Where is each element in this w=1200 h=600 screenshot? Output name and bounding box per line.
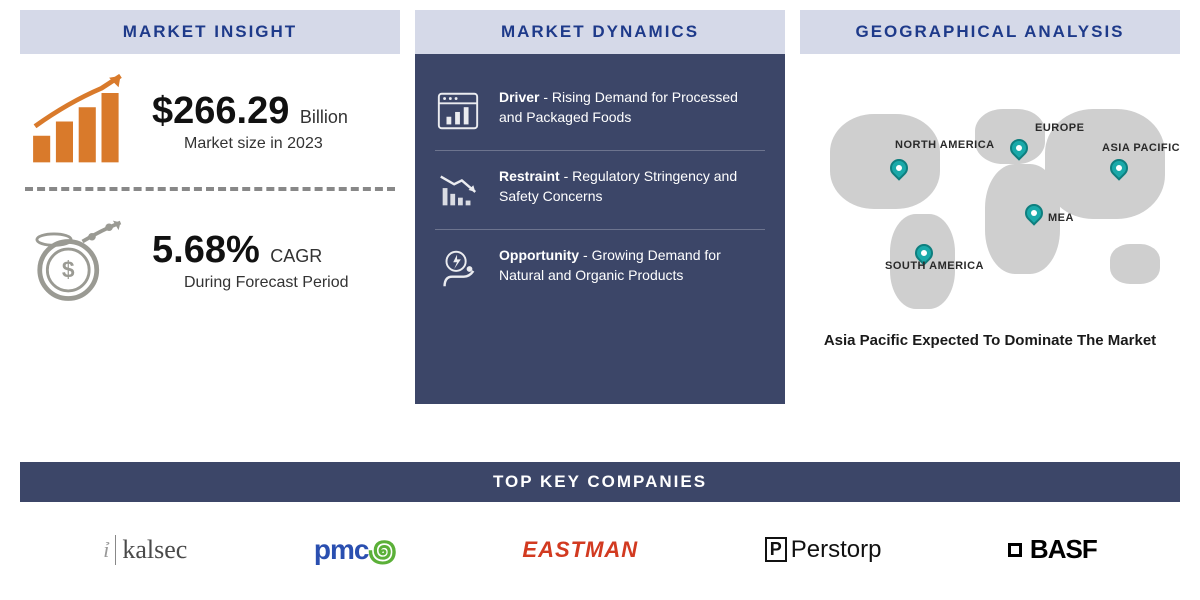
landmass: [1110, 244, 1160, 284]
market-size-label: Market size in 2023: [184, 135, 348, 153]
market-size-unit: Billion: [300, 107, 348, 127]
map-label-north-america: NORTH AMERICA: [895, 139, 995, 151]
geo-caption: Asia Pacific Expected To Dominate The Ma…: [800, 332, 1180, 349]
svg-text:$: $: [62, 257, 75, 283]
landmass: [830, 114, 940, 209]
coin-growth-icon: $: [25, 213, 140, 308]
opportunity-kind: Opportunity: [499, 247, 579, 263]
down-chart-icon: [435, 167, 481, 213]
insight-divider: [25, 187, 395, 191]
cagr-label: During Forecast Period: [184, 274, 349, 292]
browser-chart-icon: [435, 88, 481, 134]
market-size-value: $266.29: [152, 90, 289, 133]
insight-header: MARKET INSIGHT: [20, 10, 400, 54]
map-label-south-america: SOUTH AMERICA: [885, 260, 984, 272]
logo-kalsec: ỉkalsec: [103, 535, 187, 565]
map-label-mea: MEA: [1048, 212, 1074, 224]
geo-panel: GEOGRAPHICAL ANALYSIS NORTH AMERICA EUROP…: [800, 10, 1180, 450]
dynamics-opportunity: Opportunity - Growing Demand for Natural…: [435, 230, 765, 308]
companies-header: TOP KEY COMPANIES: [20, 462, 1180, 502]
bar-growth-icon: [25, 74, 140, 169]
logo-eastman: EASTMAN: [522, 537, 638, 563]
world-map: NORTH AMERICAEUROPEASIA PACIFICMEASOUTH …: [810, 64, 1170, 324]
restraint-kind: Restraint: [499, 168, 560, 184]
dynamics-restraint: Restraint - Regulatory Stringency and Sa…: [435, 151, 765, 230]
geo-header: GEOGRAPHICAL ANALYSIS: [800, 10, 1180, 54]
logo-pmc: pmc꩜: [314, 527, 396, 572]
cagr-row: $ 5.68% CAGR During Forecast Period: [25, 213, 395, 308]
driver-kind: Driver: [499, 89, 539, 105]
map-label-europe: EUROPE: [1035, 122, 1084, 134]
logo-perstorp: PPerstorp: [765, 536, 882, 564]
companies-panel: TOP KEY COMPANIES ỉkalsec pmc꩜ EASTMAN P…: [20, 462, 1180, 582]
market-dynamics-panel: MARKET DYNAMICS Driver - Rising Demand f…: [415, 10, 785, 450]
landmass: [975, 109, 1045, 164]
map-label-asia-pacific: ASIA PACIFIC: [1102, 142, 1180, 154]
hand-bolt-icon: [435, 246, 481, 292]
dynamics-header: MARKET DYNAMICS: [415, 10, 785, 54]
market-size-row: $266.29 Billion Market size in 2023: [25, 74, 395, 169]
dynamics-driver: Driver - Rising Demand for Processed and…: [435, 72, 765, 151]
cagr-value: 5.68%: [152, 229, 260, 272]
logo-basf: BASF: [1008, 534, 1097, 565]
market-insight-panel: MARKET INSIGHT $266.29 Billion Market si…: [20, 10, 400, 450]
cagr-unit: CAGR: [270, 246, 322, 266]
